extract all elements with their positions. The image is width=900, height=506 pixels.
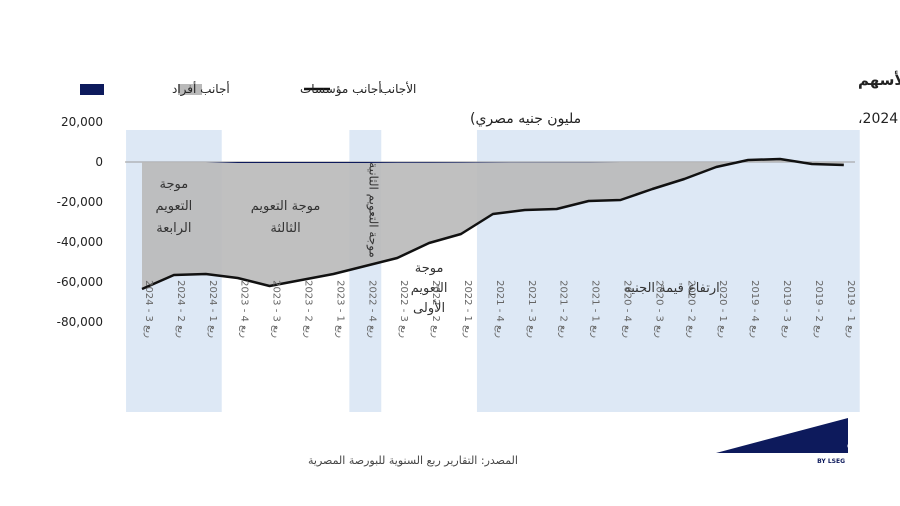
- x-tick-label: ربع 2 - 2024: [175, 280, 186, 338]
- x-tick-label: ربع 4 - 2020: [622, 280, 633, 338]
- x-tick-label: ربع 1 - 2023: [334, 280, 345, 338]
- zawya-logo: زاوية BY LSEG: [716, 418, 900, 465]
- line-total: [141, 157, 844, 291]
- y-tick-label: -60,000: [57, 275, 103, 289]
- zone-label-0-line-1: التعويم: [156, 199, 193, 214]
- line-layer: [141, 157, 844, 291]
- x-tick-label: ربع 4 - 2022: [366, 280, 377, 338]
- logo-subtext: BY LSEG: [817, 458, 845, 465]
- x-tick-label: ربع 3 - 2022: [398, 280, 409, 338]
- x-tick-label: ربع 2 - 2020: [685, 280, 696, 338]
- x-tick-label: ربع 3 - 2021: [526, 280, 537, 338]
- zone-label-1-line-1: الثالثة: [270, 221, 300, 236]
- area-layer: [142, 159, 844, 289]
- logo-shape: [716, 418, 848, 453]
- x-tick-label: ربع 1 - 2019: [845, 280, 856, 338]
- chart-subtitle: (ربع سنوي تراكمي، ربع 1 - 2019 حتى ربع 3…: [858, 111, 900, 127]
- zone-label-3-line-1: التعويم: [411, 281, 448, 296]
- y-tick-label: 20,000: [61, 115, 103, 129]
- zone-label-0-line-0: موجة: [160, 177, 189, 192]
- legend-label-total: الأجانب: [380, 81, 416, 96]
- chart-title: تداولات الأجانب في الأسهم: [858, 71, 900, 89]
- x-tick-label: ربع 1 - 2022: [462, 280, 473, 338]
- legend-label-individuals: أجانب أفراد: [172, 81, 230, 97]
- legend-label-institutions: أجانب مؤسسات: [300, 81, 382, 97]
- y-tick-label: -40,000: [57, 235, 103, 249]
- x-tick-label: ربع 1 - 2020: [717, 280, 728, 338]
- x-tick-label: ربع 3 - 2024: [143, 280, 154, 338]
- y-tick-label: -80,000: [57, 315, 103, 329]
- x-tick-label: ربع 3 - 2019: [781, 280, 792, 338]
- zone-label-1-line-0: موجة التعويم: [251, 199, 321, 214]
- x-tick-label: ربع 4 - 2021: [494, 280, 505, 338]
- legend-swatch-institutions: [178, 84, 202, 95]
- zone-label-3-line-2: الأولى: [413, 299, 445, 316]
- x-tick-label: ربع 1 - 2024: [207, 280, 218, 338]
- zone-label-3-line-0: موجة: [415, 261, 444, 276]
- chart-unit: مليون جنيه مصري): [470, 111, 581, 127]
- legend: الأجانب أجانب مؤسسات أجانب أفراد: [80, 81, 416, 97]
- x-tick-label: ربع 3 - 2023: [271, 280, 282, 338]
- zone-labels: موجة التعويم الرابعة موجة التعويم الثالثة موج…: [156, 162, 720, 316]
- legend-swatch-individuals: [80, 84, 104, 95]
- y-tick-label: 0: [95, 155, 103, 169]
- x-tick-label: ربع 4 - 2019: [749, 280, 760, 338]
- x-tick-label: ربع 4 - 2023: [239, 280, 250, 338]
- x-tick-label: ربع 2 - 2019: [813, 280, 824, 338]
- x-tick-label: ربع 2 - 2022: [430, 280, 441, 338]
- x-tick-label: ربع 2 - 2021: [558, 280, 569, 338]
- x-tick-label: ربع 1 - 2021: [590, 280, 601, 338]
- zone-label-0-line-2: الرابعة: [156, 221, 191, 236]
- x-tick-label: ربع 2 - 2023: [303, 280, 314, 338]
- zone-label-2: موجة التعويم الثانية: [365, 162, 380, 258]
- y-axis-ticks: 20,000 0 -20,000 -40,000 -60,000 -80,000: [57, 115, 103, 329]
- logo-text: زاوية: [846, 430, 900, 455]
- source-note: المصدر: التقارير ربع السنوية للبورصة الم…: [308, 454, 518, 467]
- y-tick-label: -20,000: [57, 195, 103, 209]
- area-individuals: [142, 162, 844, 163]
- x-tick-label: ربع 3 - 2020: [653, 280, 664, 338]
- x-axis-ticks: ربع 3 - 2024 ربع 2 - 2024 ربع 1 - 2024 ربع …: [143, 280, 856, 338]
- zone-label-4-line-0: ارتفاع قيمة الجنيه: [624, 281, 719, 296]
- area-institutions: [142, 159, 844, 289]
